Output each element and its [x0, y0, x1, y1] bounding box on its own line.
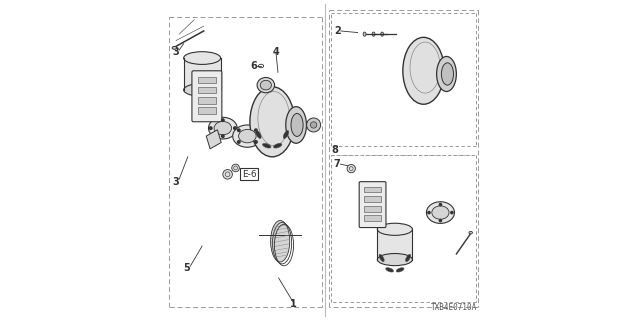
Text: 6: 6 — [250, 61, 257, 71]
Ellipse shape — [372, 32, 375, 36]
Circle shape — [255, 141, 257, 143]
Bar — [364, 187, 381, 193]
Ellipse shape — [442, 63, 454, 85]
Text: 5: 5 — [184, 263, 190, 273]
Circle shape — [232, 164, 239, 172]
Text: 4: 4 — [273, 47, 280, 57]
Text: E-6: E-6 — [242, 170, 256, 179]
Ellipse shape — [363, 32, 366, 36]
Circle shape — [237, 129, 240, 132]
Bar — [378, 229, 412, 260]
Bar — [364, 215, 381, 221]
Ellipse shape — [381, 32, 383, 36]
Ellipse shape — [260, 80, 271, 90]
Text: 1: 1 — [289, 299, 296, 309]
Ellipse shape — [378, 223, 412, 235]
Ellipse shape — [378, 253, 412, 266]
Bar — [364, 196, 381, 202]
Ellipse shape — [406, 254, 411, 262]
Circle shape — [234, 127, 236, 129]
Ellipse shape — [257, 77, 275, 93]
Ellipse shape — [396, 268, 404, 272]
Text: 3: 3 — [173, 47, 179, 57]
Text: 2: 2 — [334, 26, 340, 36]
Ellipse shape — [273, 143, 282, 148]
Ellipse shape — [262, 143, 271, 148]
Bar — [364, 206, 381, 212]
Circle shape — [451, 212, 453, 214]
Circle shape — [223, 170, 232, 179]
FancyBboxPatch shape — [359, 182, 386, 228]
Circle shape — [209, 127, 212, 129]
Ellipse shape — [403, 37, 444, 104]
Circle shape — [310, 122, 317, 128]
Bar — [198, 77, 216, 83]
Ellipse shape — [209, 117, 237, 139]
Ellipse shape — [250, 87, 294, 157]
Circle shape — [237, 141, 240, 143]
Text: 7: 7 — [334, 159, 340, 169]
Polygon shape — [206, 130, 221, 149]
Ellipse shape — [214, 122, 232, 135]
Ellipse shape — [233, 125, 262, 147]
FancyBboxPatch shape — [192, 71, 222, 122]
Ellipse shape — [239, 129, 256, 143]
Circle shape — [221, 135, 224, 137]
Circle shape — [255, 129, 257, 132]
Ellipse shape — [432, 206, 449, 219]
Ellipse shape — [271, 220, 290, 262]
Circle shape — [439, 204, 442, 206]
Text: TXB4E0710A: TXB4E0710A — [431, 303, 477, 312]
Bar — [198, 108, 216, 114]
Ellipse shape — [255, 131, 261, 139]
Circle shape — [439, 220, 442, 222]
Ellipse shape — [291, 114, 303, 136]
Ellipse shape — [469, 231, 472, 234]
Circle shape — [221, 119, 224, 122]
Circle shape — [428, 212, 430, 214]
Ellipse shape — [436, 56, 456, 92]
Ellipse shape — [426, 202, 454, 223]
Ellipse shape — [386, 268, 394, 272]
Circle shape — [347, 164, 355, 173]
Ellipse shape — [184, 52, 221, 64]
Ellipse shape — [284, 131, 289, 139]
Circle shape — [307, 118, 321, 132]
Ellipse shape — [379, 254, 384, 262]
Text: 3: 3 — [173, 177, 179, 187]
Bar — [198, 97, 216, 104]
Ellipse shape — [285, 107, 307, 143]
Text: 8: 8 — [332, 145, 339, 155]
Bar — [184, 58, 221, 90]
Ellipse shape — [172, 46, 177, 49]
Bar — [198, 87, 216, 93]
Ellipse shape — [184, 84, 221, 96]
